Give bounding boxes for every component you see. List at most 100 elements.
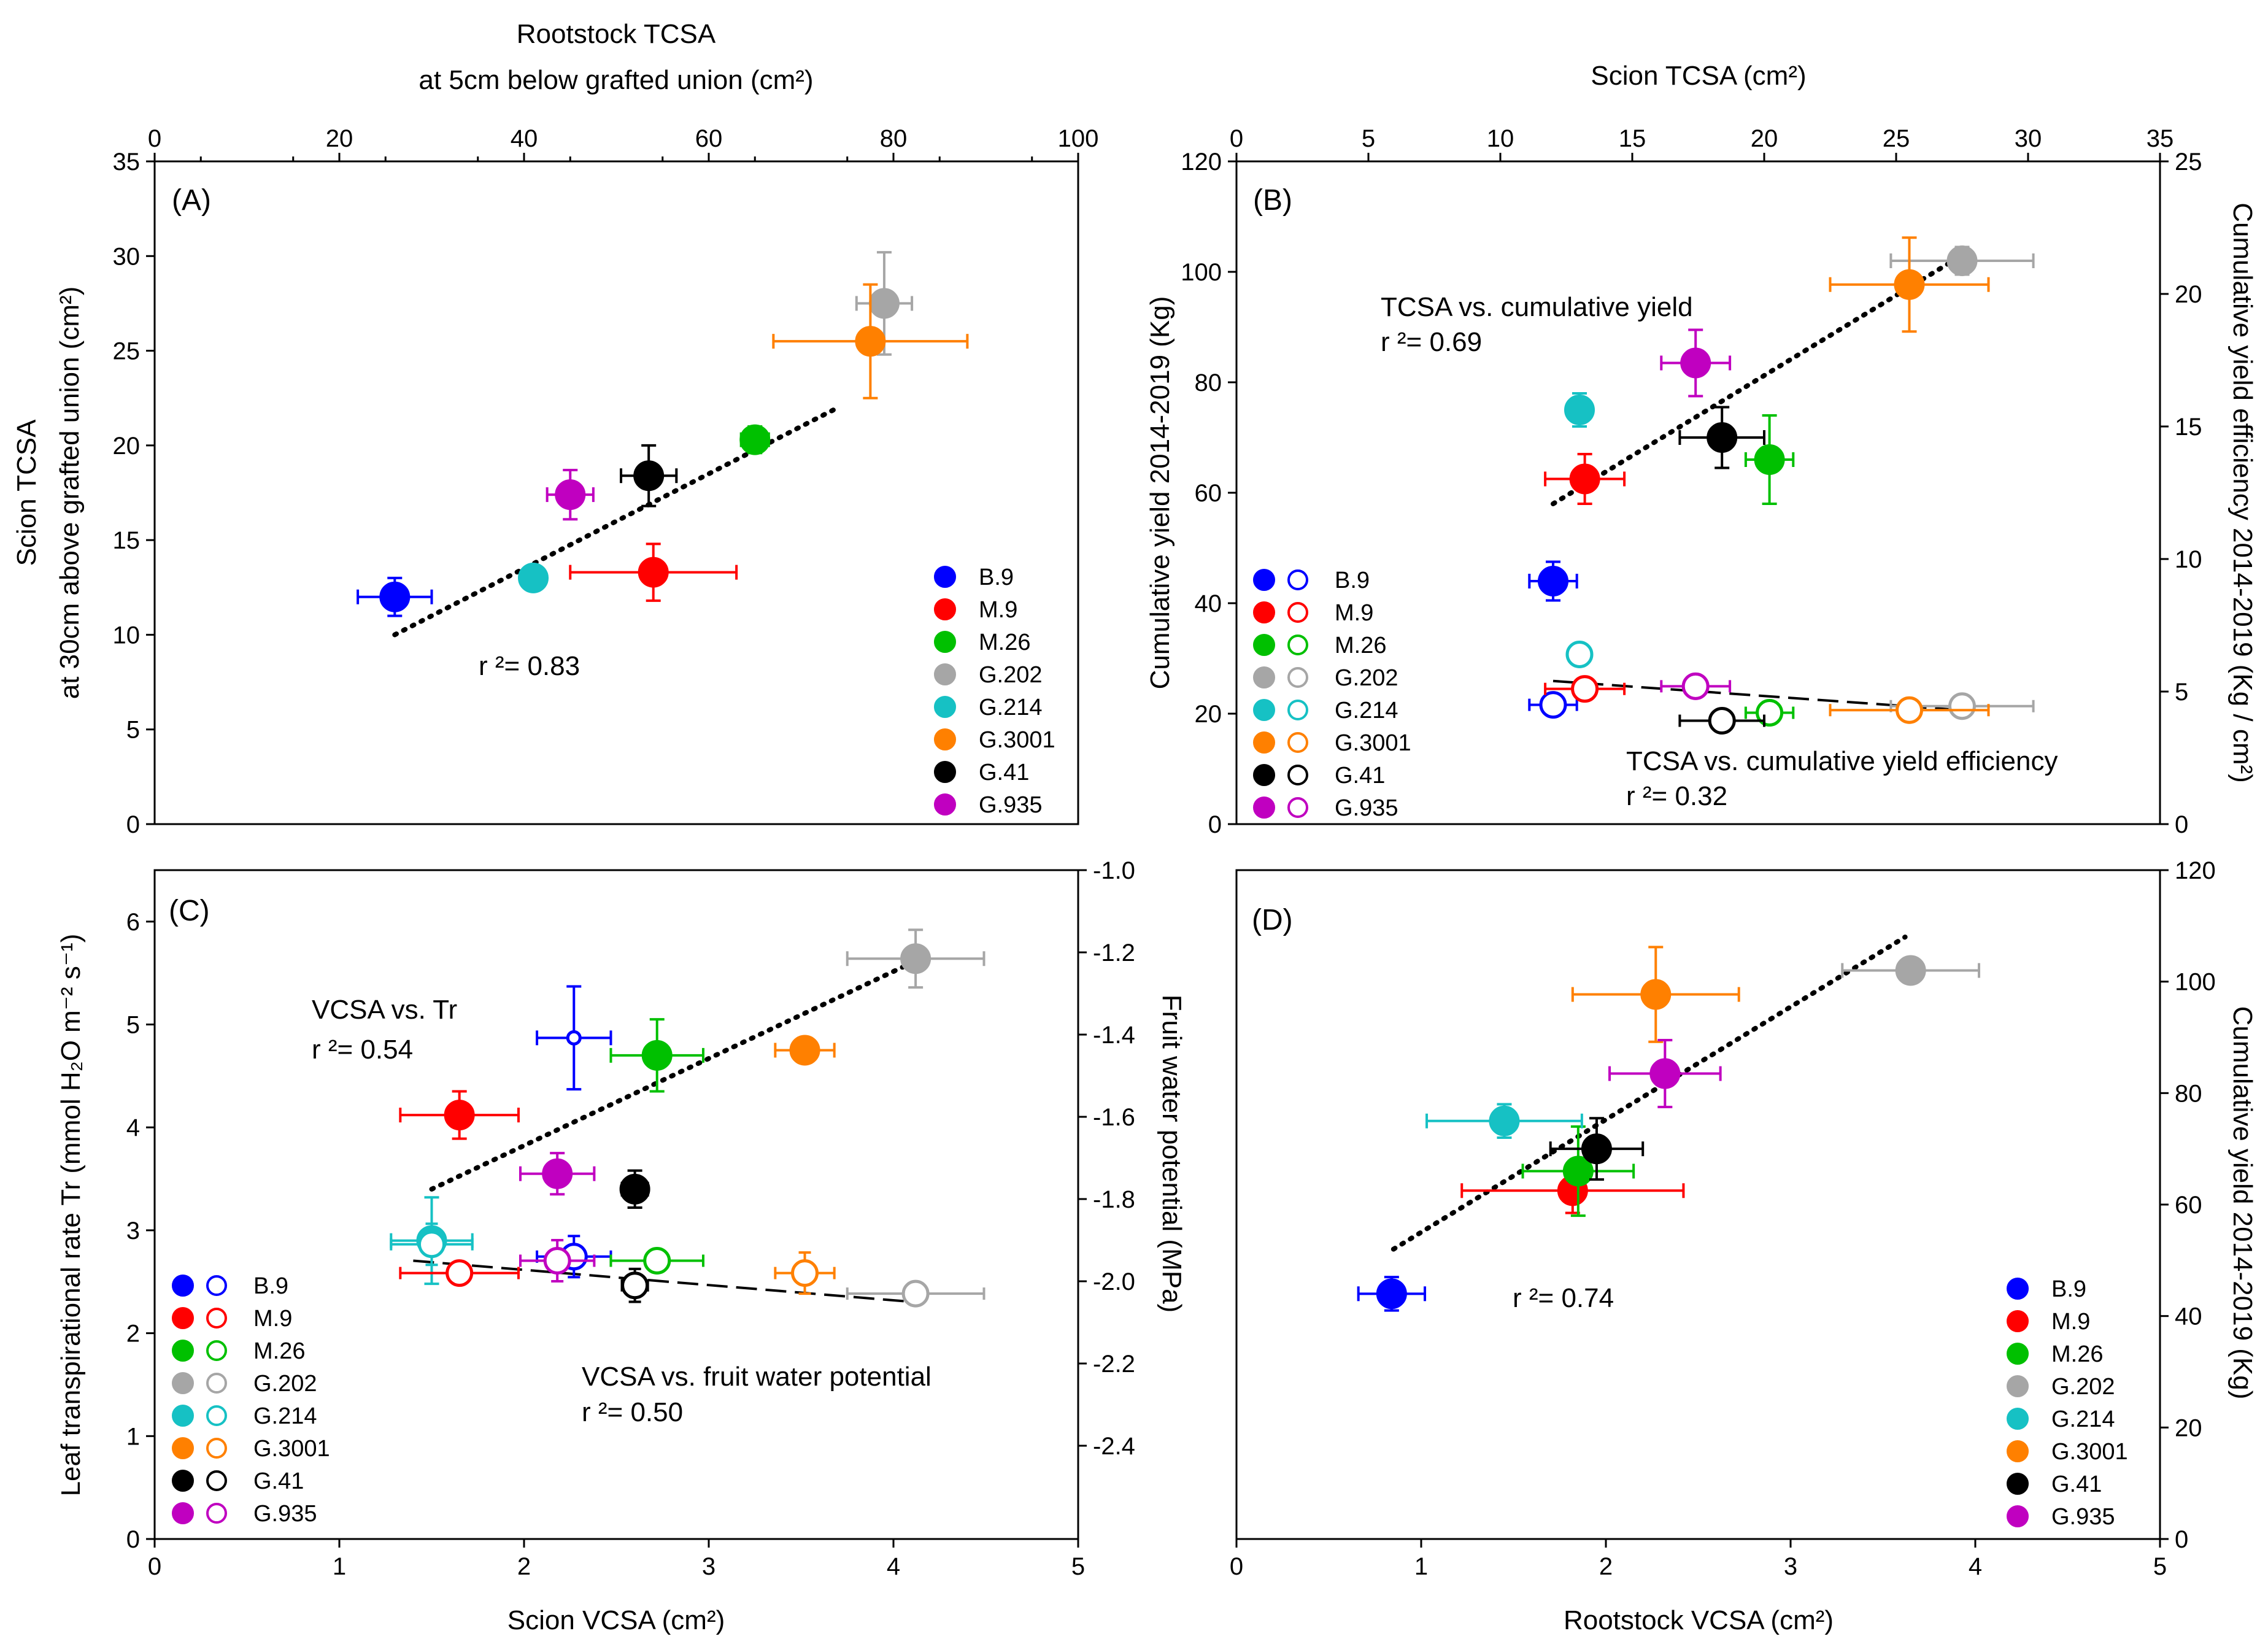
panel-a-ylabel-2: at 30cm above grafted union (cm²) bbox=[55, 287, 85, 700]
panel-a-xtop-tick-label: 0 bbox=[148, 125, 161, 152]
panel-d-legend-entry-label: G.41 bbox=[2051, 1472, 2102, 1497]
panel-c-legend-swatch-filled bbox=[172, 1470, 194, 1492]
panel-d: (D) Rootstock VCSA (cm²) Cumulative yiel… bbox=[1230, 857, 2258, 1635]
panel-a-legend-swatch-filled bbox=[934, 728, 956, 750]
panel-c-annot-tr-r2: r ²= 0.54 bbox=[312, 1035, 413, 1065]
panel-a-y-tick-label: 0 bbox=[126, 811, 140, 838]
panel-d-x-tick-label: 5 bbox=[2153, 1553, 2167, 1580]
panel-c-legend-entry-label: G.935 bbox=[253, 1501, 317, 1527]
panel-c-legend-swatch-filled bbox=[172, 1372, 194, 1394]
panel-b-yield-g214-marker bbox=[1564, 395, 1595, 425]
panel-d-y2-tick-label: 20 bbox=[2175, 1414, 2202, 1441]
panel-a-legend-swatch-filled bbox=[934, 631, 956, 653]
panel-b-legend-swatch-open bbox=[1287, 765, 1308, 785]
panel-c-y-tick-label: 6 bbox=[126, 909, 140, 936]
panel-a-legend-entry-label: G.3001 bbox=[979, 727, 1055, 753]
panel-c-y2-tick-label: -1.6 bbox=[1093, 1104, 1135, 1131]
panel-c-x-tick-label: 5 bbox=[1071, 1553, 1085, 1580]
panel-b-yield-g935-errorbars bbox=[1660, 328, 1732, 398]
panel-c-annot-fwp-r2: r ²= 0.50 bbox=[582, 1397, 683, 1427]
panel-c-legend-entry-label: G.202 bbox=[253, 1371, 317, 1397]
panel-b-legend-swatch-filled bbox=[1253, 666, 1275, 688]
panel-c-x-tick-label: 3 bbox=[702, 1553, 716, 1580]
panel-c-fwp-g202-marker bbox=[901, 1279, 930, 1308]
panel-b-efficiency-g935-marker bbox=[1681, 672, 1710, 700]
panel-b-y2-tick-label: 25 bbox=[2175, 148, 2202, 176]
panel-b-y-tick-label: 80 bbox=[1195, 369, 1222, 396]
panel-a: (A) Rootstock TCSA at 5cm below grafted … bbox=[12, 19, 1098, 838]
panel-c-y2-tick-label: -1.2 bbox=[1093, 939, 1135, 966]
panel-a-y-tick-label: 35 bbox=[113, 148, 141, 176]
panel-c-legend-swatch-filled bbox=[172, 1340, 194, 1362]
panel-a-y-tick-label: 10 bbox=[113, 622, 141, 649]
panel-b: (B) Scion TCSA (cm²) Cumulative yield 20… bbox=[1145, 61, 2258, 838]
panel-d-legend-entry-label: M.26 bbox=[2051, 1341, 2103, 1367]
panel-d-legend-swatch-filled bbox=[2007, 1375, 2029, 1397]
panel-c-annot-tr: VCSA vs. Tr bbox=[312, 995, 457, 1025]
panel-c-fwp-g41-marker bbox=[621, 1271, 649, 1300]
panel-c-y2-tick-label: -2.4 bbox=[1093, 1433, 1135, 1460]
panel-a-legend-entry-label: G.202 bbox=[979, 662, 1043, 688]
panel-b-tag: (B) bbox=[1253, 184, 1292, 217]
panel-c-xlabel: Scion VCSA (cm²) bbox=[507, 1605, 725, 1635]
panel-d-x-tick-label: 2 bbox=[1599, 1553, 1613, 1580]
panel-c-y-tick-label: 1 bbox=[126, 1423, 140, 1450]
panel-d-legend-entry-label: B.9 bbox=[2051, 1276, 2086, 1302]
panel-b-legend-swatch-filled bbox=[1253, 634, 1275, 656]
panel-a-b9-marker bbox=[379, 581, 411, 612]
panel-c-legend-swatch-open bbox=[206, 1308, 227, 1329]
panel-c-tr-g202-marker bbox=[900, 943, 932, 974]
panel-b-y2-tick-label: 20 bbox=[2175, 281, 2202, 308]
panel-c-fwp-m9-marker bbox=[446, 1259, 474, 1287]
panel-b-legend-swatch-open bbox=[1287, 634, 1308, 655]
panel-d-legend-entry-label: G.3001 bbox=[2051, 1439, 2128, 1465]
panel-c-tr-m26-marker bbox=[641, 1040, 673, 1071]
panel-a-xtop-tick-label: 20 bbox=[326, 125, 353, 152]
panel-c-legend-entry-label: G.3001 bbox=[253, 1436, 330, 1462]
panel-d-legend-swatch-filled bbox=[2007, 1473, 2029, 1495]
panel-a-legend-entry-label: G.41 bbox=[979, 760, 1029, 785]
panel-c-x-tick-label: 1 bbox=[333, 1553, 346, 1580]
panel-b-legend-entry-label: M.9 bbox=[1335, 600, 1373, 626]
panel-b-efficiency-g202-marker bbox=[1948, 692, 1976, 720]
panel-c-ylabel: Leaf transpirational rate Tr (mmol H₂O m… bbox=[56, 934, 86, 1497]
panel-b-legend: B.9 M.9 M.26 G.202 G.214 G.3001 G.41 G.935 bbox=[1253, 568, 1411, 821]
panel-c-legend-entry-label: G.214 bbox=[253, 1403, 317, 1429]
panel-a-top-label-1: Rootstock TCSA bbox=[517, 19, 716, 49]
panel-c-frame bbox=[153, 869, 1079, 1540]
panel-b-legend-entry-label: G.202 bbox=[1335, 665, 1398, 691]
panel-b-legend-swatch-open bbox=[1287, 667, 1308, 688]
panel-d-g202-marker bbox=[1895, 955, 1926, 986]
panel-c-plot: 0 1 2 3 4 5 0 1 2 3 4 5 6 -1.0 -1.2 -1.4 -1.6 -1.8 -2.0 -2.… bbox=[126, 857, 1135, 1580]
panel-b-legend-swatch-filled bbox=[1253, 601, 1275, 623]
panel-c-tr-g41-marker bbox=[619, 1173, 650, 1205]
panel-b-xtop-tick-label: 30 bbox=[2015, 125, 2042, 152]
panel-c-y2-tick-label: -1.0 bbox=[1093, 857, 1135, 884]
panel-b-yield-g41-marker bbox=[1707, 422, 1738, 453]
panel-d-x-tick-label: 1 bbox=[1414, 1553, 1428, 1580]
panel-b-efficiency-g3001-marker bbox=[1896, 696, 1923, 724]
panel-b-legend-entry-label: B.9 bbox=[1335, 568, 1370, 593]
panel-c-legend-swatch-open bbox=[206, 1470, 227, 1491]
panel-d-y2-tick-label: 120 bbox=[2175, 857, 2216, 884]
panel-d-x-tick-label: 0 bbox=[1230, 1553, 1243, 1580]
panel-c-x-tick-label: 0 bbox=[148, 1553, 161, 1580]
panel-c-fwp-m26-marker bbox=[643, 1247, 671, 1275]
panel-b-yield-m9-marker bbox=[1569, 463, 1600, 495]
panel-b-annot-yield-r2: r ²= 0.69 bbox=[1381, 327, 1482, 357]
panel-a-legend-swatch-filled bbox=[934, 598, 956, 620]
panel-a-g935-marker bbox=[555, 479, 586, 511]
panel-a-legend-entry-label: G.935 bbox=[979, 792, 1043, 818]
panel-d-g3001-marker bbox=[1640, 979, 1672, 1010]
panel-a-legend-swatch-filled bbox=[934, 761, 956, 783]
panel-b-yield-g935-marker bbox=[1680, 347, 1711, 379]
panel-b-legend-entry-label: G.3001 bbox=[1335, 730, 1411, 756]
panel-b-legend-entry-label: G.41 bbox=[1335, 763, 1385, 789]
panel-d-g935-marker bbox=[1649, 1058, 1681, 1089]
panel-a-m9-marker bbox=[638, 557, 669, 588]
panel-a-xtop-tick-label: 60 bbox=[695, 125, 723, 152]
panel-a-legend-swatch-filled bbox=[934, 696, 956, 718]
panel-b-legend-swatch-filled bbox=[1253, 569, 1275, 591]
panel-d-r2: r ²= 0.74 bbox=[1513, 1283, 1614, 1313]
